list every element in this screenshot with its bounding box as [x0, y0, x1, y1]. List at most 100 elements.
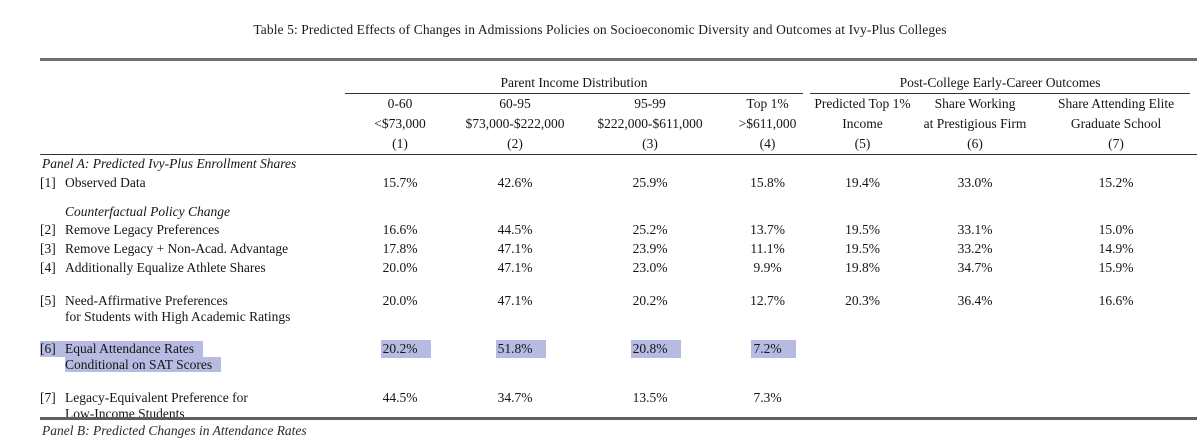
row-number: [1]: [40, 175, 56, 190]
cell-value: 17.8%: [382, 241, 418, 256]
cell-value: 15.2%: [1098, 175, 1134, 190]
stub-blank: [40, 114, 345, 134]
selection-highlight: [6] Equal Attendance Rates: [40, 341, 194, 357]
group-header-row: Parent Income Distribution Post-College …: [40, 60, 1197, 95]
cell-value: 23.0%: [632, 260, 668, 275]
cell-value: 16.6%: [1098, 293, 1134, 308]
row-label-text: Equal Attendance Rates: [65, 341, 194, 356]
spacer-cell: [40, 277, 1197, 291]
table-body: Panel A: Predicted Ivy-Plus Enrollment S…: [40, 155, 1197, 423]
cell-value: 7.2%: [725, 339, 810, 373]
cell-value: 15.9%: [1098, 260, 1134, 275]
table-row: [3] Remove Legacy + Non-Acad. Advantage 17…: [40, 239, 1197, 258]
row-label-text: Remove Legacy + Non-Acad. Advantage: [65, 241, 289, 256]
col-header: Share Working: [934, 96, 1016, 111]
cell-value: 20.8%: [575, 339, 725, 373]
selection-highlight: Conditional on SAT Scores: [65, 356, 213, 372]
selection-highlight: 7.2%: [751, 340, 784, 358]
selection-highlight: 51.8%: [495, 340, 535, 358]
row-number: [2]: [40, 222, 56, 237]
cell-value: 11.1%: [750, 241, 785, 256]
cell-value: 33.2%: [957, 241, 993, 256]
cell-value: 19.8%: [845, 260, 880, 275]
cell-value: 9.9%: [753, 260, 782, 275]
col-header: 60-95: [499, 96, 531, 111]
group-cell-outcomes: Post-College Early-Career Outcomes: [810, 60, 1197, 94]
cell-value: 23.9%: [632, 241, 668, 256]
table-title: Table 5: Predicted Effects of Changes in…: [253, 22, 947, 37]
col-number: (4): [725, 134, 811, 155]
cell-value: 12.7%: [750, 293, 785, 308]
results-table: Parent Income Distribution Post-College …: [40, 58, 1198, 423]
cell-value: 13.7%: [750, 222, 785, 237]
cell-value: 16.6%: [382, 222, 418, 237]
spacer-cell: [40, 325, 1197, 339]
row-number: [7]: [40, 390, 56, 405]
row-label: [4] Additionally Equalize Athlete Shares: [40, 258, 345, 277]
cell-value: [1035, 339, 1197, 373]
cell-value: 13.5%: [632, 390, 668, 405]
col-header: Income: [842, 116, 883, 131]
spacer-row: [40, 277, 1197, 291]
table-row: [7] Legacy-Equivalent Preference for Low-I…: [40, 388, 1197, 422]
cell-value: 44.5%: [497, 222, 533, 237]
col-header: 95-99: [634, 96, 666, 111]
row-label: [3] Remove Legacy + Non-Acad. Advantage: [40, 239, 345, 258]
table-row: [1] Observed Data 15.7% 42.6% 25.9% 15.8% 19.4…: [40, 173, 1197, 192]
col-number: (6): [915, 134, 1036, 155]
spacer-row: [40, 373, 1197, 388]
cell-value: 33.1%: [957, 222, 993, 237]
col-header: >$611,000: [738, 116, 797, 131]
row-label: [5] Need-Affirmative Preferences for Stude…: [40, 293, 291, 324]
col-number: (3): [575, 134, 725, 155]
panel-row: Panel A: Predicted Ivy-Plus Enrollment S…: [40, 155, 1197, 174]
cell-value: 15.0%: [1098, 222, 1134, 237]
cell-value: 34.7%: [957, 260, 993, 275]
spacer-row: [40, 325, 1197, 339]
column-header-row-2: <$73,000 $73,000-$222,000 $222,000-$611,…: [40, 114, 1197, 134]
column-number-row: (1) (2) (3) (4) (5) (6) (7): [40, 134, 1198, 155]
cell-value: 47.1%: [497, 293, 533, 308]
cell-value: 15.8%: [750, 175, 785, 190]
row-label-text: Additionally Equalize Athlete Shares: [65, 260, 266, 275]
row-label-text: Remove Legacy Preferences: [65, 222, 220, 237]
col-header: <$73,000: [374, 116, 426, 131]
spacer-cell: [40, 373, 1197, 388]
col-number: (7): [1035, 134, 1198, 155]
table-row: [4] Additionally Equalize Athlete Shares 2…: [40, 258, 1197, 277]
cell-value: 44.5%: [382, 390, 418, 405]
cell-value: 25.2%: [632, 222, 668, 237]
row-label: [7] Legacy-Equivalent Preference for Low-I…: [40, 390, 248, 421]
cell-value: 19.5%: [845, 222, 880, 237]
selection-highlight: 20.2%: [380, 340, 420, 358]
cell-value: 19.5%: [845, 241, 880, 256]
table-row: [5] Need-Affirmative Preferences for Stude…: [40, 291, 1197, 325]
col-header: $73,000-$222,000: [465, 116, 565, 131]
selection-highlight: 20.8%: [630, 340, 670, 358]
stub-blank: [40, 134, 345, 155]
cell-value: 47.1%: [497, 241, 533, 256]
group-header-parent-income: Parent Income Distribution: [345, 75, 804, 94]
panel-title: Panel A: Predicted Ivy-Plus Enrollment S…: [42, 156, 297, 171]
row-number: [4]: [40, 260, 56, 275]
row-label-text: Observed Data: [65, 175, 146, 190]
cell-value: [915, 339, 1035, 373]
cell-value: 20.0%: [382, 260, 418, 275]
col-number: (1): [345, 134, 455, 155]
stub-blank: [40, 94, 345, 114]
group-cell-parent-income: Parent Income Distribution: [345, 60, 810, 94]
panel-b-title-clipped: Panel B: Predicted Changes in Attendance…: [42, 423, 307, 438]
table-row: [6] Equal Attendance Rates Conditional on …: [40, 339, 1197, 373]
row-number: [3]: [40, 241, 56, 256]
cell-value: 20.0%: [382, 293, 418, 308]
cell-value: 25.9%: [632, 175, 668, 190]
stub-blank: [40, 60, 345, 95]
row-label-text: Legacy-Equivalent Preference for: [65, 390, 248, 405]
row-label-text: Need-Affirmative Preferences: [65, 293, 228, 308]
spacer-row: [40, 192, 1197, 203]
col-header: Graduate School: [1070, 116, 1162, 131]
cell-value: 20.2%: [345, 339, 455, 373]
col-header: Share Attending Elite: [1057, 96, 1175, 111]
row-number: [6]: [40, 341, 56, 356]
cell-value: 14.9%: [1098, 241, 1134, 256]
